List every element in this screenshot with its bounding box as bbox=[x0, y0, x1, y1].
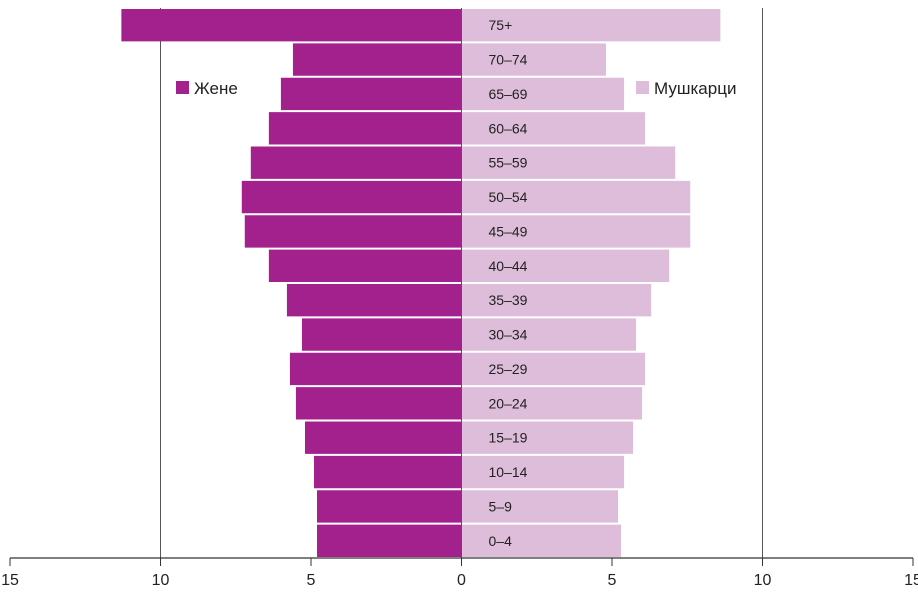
legend-men-label: Мушкарци bbox=[654, 79, 736, 98]
age-group-label: 20–24 bbox=[489, 395, 528, 411]
bar-men bbox=[461, 9, 721, 42]
age-group-label: 60–64 bbox=[489, 120, 528, 136]
bar-women bbox=[317, 524, 462, 557]
bar-women bbox=[295, 387, 462, 420]
legend-women-swatch bbox=[176, 81, 189, 94]
bar-men bbox=[461, 352, 646, 386]
bar-men bbox=[461, 43, 606, 76]
x-tick-label: 15 bbox=[904, 572, 918, 589]
bar-men bbox=[461, 77, 625, 111]
age-group-label: 5–9 bbox=[489, 498, 513, 514]
age-group-label: 25–29 bbox=[489, 361, 528, 377]
bar-men bbox=[461, 215, 691, 248]
bar-women bbox=[286, 284, 462, 317]
x-tick-label: 15 bbox=[1, 572, 19, 589]
bar-men bbox=[461, 249, 670, 282]
bar-women bbox=[304, 421, 462, 454]
age-group-labels: 75+ 70–74 65–69 60–64 55–59 50–54 45–49 40–44 35… bbox=[489, 17, 528, 549]
x-tick-label: 5 bbox=[608, 572, 617, 589]
bar-women bbox=[121, 9, 462, 42]
bar-women bbox=[268, 249, 462, 282]
x-axis: 15 10 5 0 5 10 15 bbox=[1, 8, 918, 589]
bar-men bbox=[461, 421, 634, 454]
age-group-label: 0–4 bbox=[489, 533, 513, 549]
bar-men bbox=[461, 524, 622, 557]
bar-women bbox=[250, 146, 462, 179]
bar-women bbox=[241, 180, 462, 214]
bar-women bbox=[244, 215, 462, 248]
age-group-label: 70–74 bbox=[489, 52, 528, 68]
bar-women bbox=[292, 43, 462, 76]
bar-men bbox=[461, 490, 619, 523]
age-group-label: 35–39 bbox=[489, 292, 528, 308]
legend-men: Мушкарци bbox=[636, 79, 736, 98]
age-group-label: 75+ bbox=[489, 17, 513, 33]
bar-men bbox=[461, 146, 676, 179]
bar-women bbox=[317, 490, 462, 523]
legend-men-swatch bbox=[636, 81, 649, 94]
bar-men bbox=[461, 284, 652, 317]
age-group-label: 50–54 bbox=[489, 189, 528, 205]
bar-women bbox=[268, 112, 462, 145]
bar-women bbox=[314, 455, 462, 489]
age-group-label: 30–34 bbox=[489, 327, 528, 343]
x-tick-label: 0 bbox=[457, 572, 466, 589]
bar-men bbox=[461, 455, 625, 489]
x-tick-label: 10 bbox=[152, 572, 170, 589]
age-group-label: 15–19 bbox=[489, 430, 528, 446]
x-tick-label: 5 bbox=[307, 572, 316, 589]
age-group-label: 55–59 bbox=[489, 155, 528, 171]
bar-men bbox=[461, 387, 643, 420]
legend-women: Жене bbox=[176, 79, 238, 98]
age-group-label: 45–49 bbox=[489, 223, 528, 239]
x-tick-label: 10 bbox=[754, 572, 772, 589]
bar-women bbox=[301, 318, 462, 351]
bar-women bbox=[289, 352, 462, 386]
bar-men bbox=[461, 112, 646, 145]
grid-lines bbox=[160, 8, 763, 558]
legend-women-label: Жене bbox=[194, 79, 238, 98]
age-group-label: 40–44 bbox=[489, 258, 528, 274]
age-group-label: 65–69 bbox=[489, 86, 528, 102]
bar-women bbox=[280, 77, 462, 111]
bars bbox=[121, 9, 721, 557]
age-group-label: 10–14 bbox=[489, 464, 528, 480]
bar-men bbox=[461, 318, 637, 351]
bar-men bbox=[461, 180, 691, 214]
